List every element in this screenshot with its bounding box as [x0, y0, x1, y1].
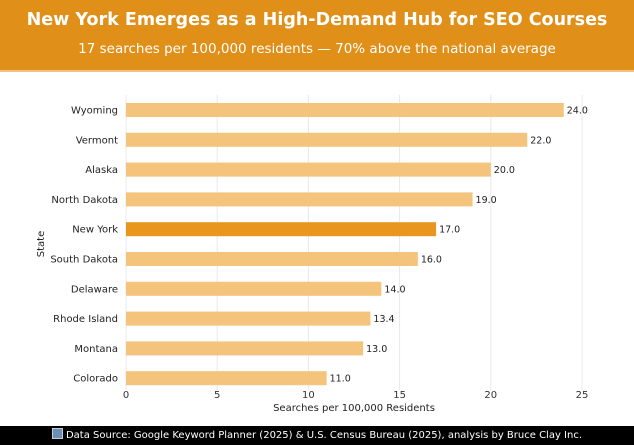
x-tick-label: 5 [214, 390, 220, 401]
y-tick-label: Vermont [76, 135, 118, 146]
footer: Data Source: Google Keyword Planner (202… [0, 426, 634, 445]
bar-montana [126, 341, 364, 356]
y-tick-label: Wyoming [71, 106, 118, 117]
y-tick-label: Colorado [73, 374, 118, 385]
header-banner: New York Emerges as a High-Demand Hub fo… [0, 0, 634, 72]
y-tick-label: South Dakota [50, 255, 118, 266]
y-tick-label: New York [72, 225, 118, 236]
data-label: 13.0 [366, 344, 387, 355]
y-tick-label: Rhode Island [53, 314, 118, 325]
data-source: Data Source: Google Keyword Planner (202… [65, 430, 583, 441]
bar-colorado [126, 371, 327, 386]
data-label: 11.0 [330, 374, 351, 385]
data-label: 17.0 [439, 225, 460, 236]
bar-rhode-island [126, 311, 371, 326]
y-tick-label: Montana [74, 344, 118, 355]
x-tick-label: 15 [393, 390, 406, 401]
bar-vermont [126, 132, 528, 147]
bar-wyoming [126, 103, 564, 117]
bar-delaware [126, 281, 382, 296]
x-tick-label: 0 [123, 390, 129, 401]
data-label: 14.0 [384, 284, 405, 295]
y-axis-label: State [36, 231, 47, 257]
x-tick-label: 20 [484, 390, 497, 401]
y-tick-label: Delaware [71, 284, 118, 295]
chart-icon [51, 428, 63, 439]
y-tick-label: North Dakota [51, 195, 118, 206]
data-label: 19.0 [476, 195, 497, 206]
x-tick-label: 10 [302, 390, 315, 401]
bar-chart: 0 5 10 15 20 25 Wyoming 24.0 Vermont 22.0 Alaska 20… [36, 95, 589, 414]
bar-south-dakota [126, 252, 418, 266]
data-label: 22.0 [530, 135, 551, 146]
data-label: 24.0 [567, 106, 588, 117]
bar-alaska [126, 162, 491, 177]
bar-new-york [126, 222, 437, 237]
chart-title: New York Emerges as a High-Demand Hub fo… [26, 10, 608, 30]
y-tick-label: Alaska [85, 165, 118, 176]
data-label: 13.4 [373, 314, 394, 325]
data-label: 16.0 [421, 255, 442, 266]
x-axis-label: Searches per 100,000 Residents [273, 403, 435, 414]
data-label: 20.0 [494, 165, 515, 176]
bar-north-dakota [126, 192, 473, 207]
chart-subtitle: 17 searches per 100,000 residents — 70% … [78, 41, 556, 57]
x-tick-label: 25 [576, 390, 589, 401]
